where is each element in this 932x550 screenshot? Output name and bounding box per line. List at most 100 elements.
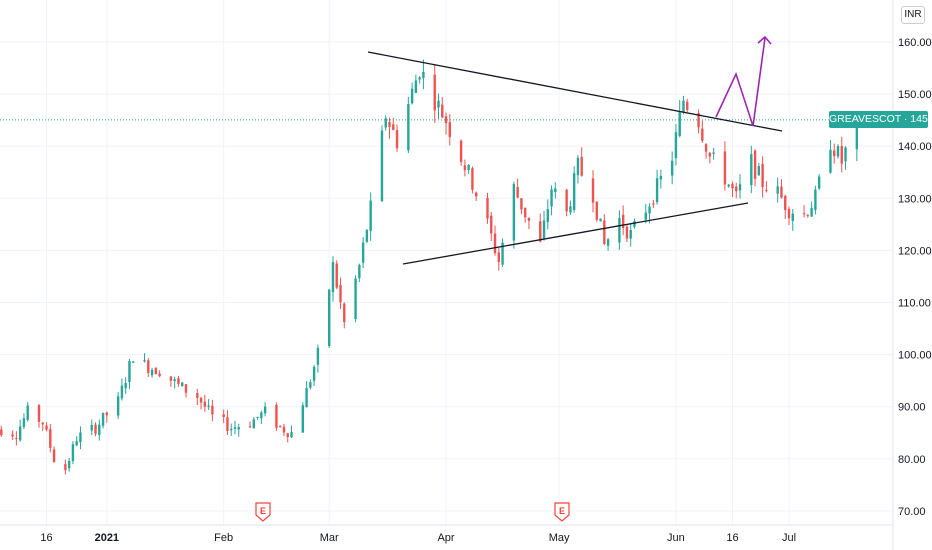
candle-body: [735, 186, 738, 192]
candle-body: [806, 215, 810, 217]
candle-body: [105, 412, 109, 416]
y-tick-label: 80.00: [898, 454, 926, 466]
last-price-label: GREAVESCOT · 145.05: [829, 111, 932, 128]
candle-body: [388, 121, 391, 127]
x-tick-label: 16: [726, 532, 738, 544]
candle-body: [606, 239, 610, 246]
candle-body: [674, 132, 678, 159]
candle-body: [490, 215, 493, 234]
candle-body: [701, 128, 704, 141]
candle-body: [199, 397, 203, 403]
candle-body: [410, 88, 414, 104]
candle-body: [369, 200, 372, 231]
candle-body: [15, 437, 18, 439]
candle-body: [222, 414, 225, 417]
x-tick-label: Feb: [214, 532, 233, 544]
y-tick-label: 110.00: [898, 298, 931, 310]
candle-body: [652, 203, 655, 205]
candle-body: [444, 116, 448, 123]
candle-body: [493, 233, 497, 254]
candle-body: [290, 432, 293, 438]
candle-body: [418, 77, 421, 80]
candle-body: [441, 104, 444, 118]
candle-body: [286, 433, 289, 438]
candle-body: [365, 229, 369, 242]
earnings-letter: E: [260, 506, 266, 516]
candle-body: [467, 165, 470, 171]
candle-body: [784, 195, 787, 211]
y-tick-label: 120.00: [898, 245, 932, 257]
candle-body: [780, 186, 783, 198]
candle-body: [844, 147, 847, 162]
candle-body: [678, 112, 681, 136]
candle-body: [723, 151, 727, 185]
x-tick-label: Apr: [437, 532, 454, 544]
candle-body: [497, 252, 500, 263]
candle-body: [37, 405, 41, 422]
drawings-layer: [0, 35, 893, 265]
candle-body: [101, 412, 105, 426]
candle-body: [621, 214, 625, 229]
y-tick-label: 90.00: [898, 402, 926, 414]
candle-body: [516, 186, 519, 198]
candle-body: [207, 405, 210, 407]
candle-body: [90, 424, 93, 431]
x-axis: 16 2021 Feb Mar Apr May Jun 16 Jul: [0, 524, 893, 544]
candle-body: [335, 263, 338, 288]
candle-body: [230, 428, 233, 431]
candle-body: [395, 130, 399, 149]
candle-body: [184, 384, 188, 393]
candle-body: [22, 418, 26, 427]
candle-body: [625, 226, 629, 239]
x-tick-label: Jul: [782, 532, 796, 544]
candle-body: [211, 405, 214, 415]
candle-body: [512, 184, 516, 241]
y-tick-label: 130.00: [898, 193, 932, 205]
candle-body: [422, 71, 425, 78]
candle-body: [327, 289, 331, 346]
candle-body: [603, 220, 606, 244]
candle-body: [98, 424, 101, 436]
candle-body: [203, 401, 207, 407]
candle-body: [569, 206, 572, 213]
y-tick-label: 140.00: [898, 141, 932, 153]
candle-body: [501, 242, 504, 265]
upper-trendline: [367, 51, 783, 132]
candle-body: [196, 393, 199, 398]
projection-arrowhead: [757, 35, 772, 45]
candle-body: [580, 156, 583, 176]
y-tick-label: 150.00: [898, 89, 932, 101]
candle-body: [233, 427, 237, 429]
candle-body: [414, 80, 418, 94]
candle-body: [128, 360, 131, 383]
candle-body: [787, 208, 791, 219]
candle-body: [753, 150, 757, 179]
candle-series: [0, 59, 859, 475]
candle-body: [380, 130, 384, 202]
currency-label[interactable]: INR: [901, 6, 925, 24]
candle-body: [840, 146, 843, 164]
candle-body: [256, 416, 259, 418]
candle-body: [392, 124, 395, 130]
candle-body: [150, 369, 154, 376]
candle-body: [802, 213, 806, 215]
candle-body: [776, 186, 779, 194]
candle-body: [358, 264, 361, 279]
candle-body: [237, 427, 240, 430]
candle-body: [757, 165, 761, 176]
candle-body: [539, 221, 542, 242]
candle-body: [226, 417, 229, 431]
candle-body: [655, 178, 659, 203]
candle-body: [738, 184, 742, 191]
candle-body: [765, 190, 768, 192]
candle-body: [45, 425, 48, 430]
candle-body: [682, 100, 685, 113]
candle-body: [41, 422, 44, 425]
y-tick-label: 160.00: [898, 37, 932, 49]
candle-body: [67, 460, 71, 469]
candle-body: [648, 206, 651, 214]
x-tick-label: Jun: [667, 532, 685, 544]
candle-body: [354, 278, 357, 320]
candle-body: [836, 146, 840, 157]
